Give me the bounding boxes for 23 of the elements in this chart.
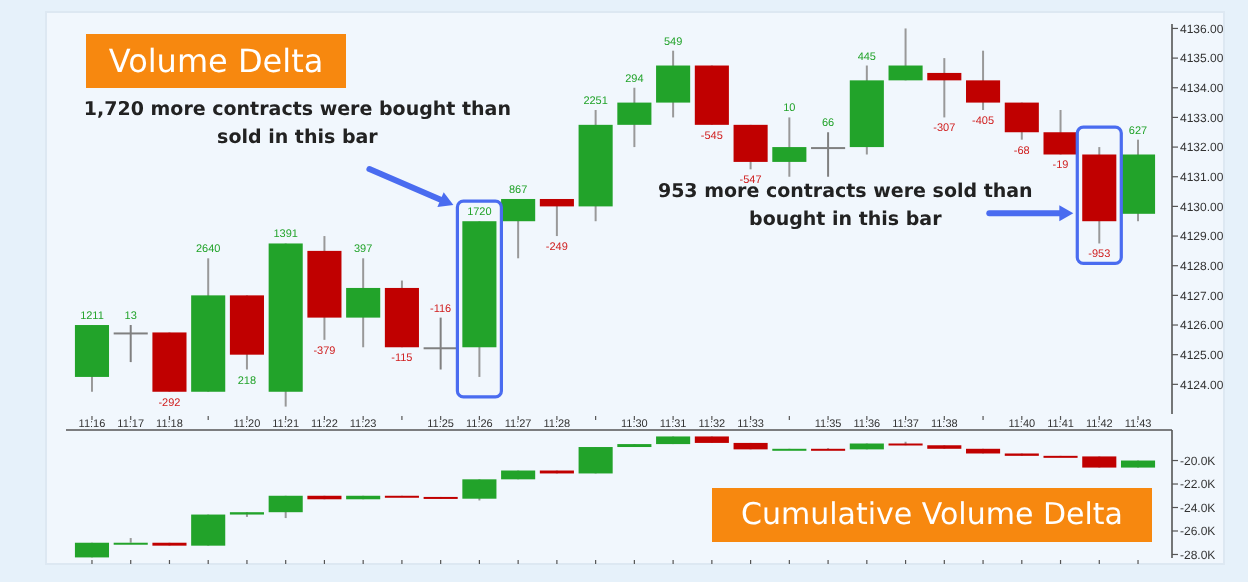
candlestick <box>733 123 768 171</box>
annotation: 1,720 more contracts were bought than sold in this bar <box>83 99 512 150</box>
candlestick <box>346 257 381 349</box>
candlestick <box>772 116 807 178</box>
candlestick <box>578 446 613 475</box>
annotation: 953 more contracts were sold than bought in this bar <box>657 181 1034 232</box>
candlestick <box>811 131 846 178</box>
candlestick <box>539 197 574 238</box>
text: Cumulative Volume Delta <box>741 496 1123 532</box>
candlestick <box>1043 109 1078 156</box>
candlestick <box>113 324 148 364</box>
candlestick <box>1004 101 1039 141</box>
candlestick <box>656 49 691 119</box>
candlestick <box>113 537 148 545</box>
candlestick <box>888 27 923 82</box>
candlestick <box>423 316 458 371</box>
candlestick <box>617 86 652 149</box>
candlestick <box>191 513 226 547</box>
candlestick <box>501 197 536 260</box>
candlestick <box>462 478 497 502</box>
text: Volume Delta <box>108 42 324 80</box>
candlestick <box>927 57 962 119</box>
candlestick <box>966 49 1001 112</box>
